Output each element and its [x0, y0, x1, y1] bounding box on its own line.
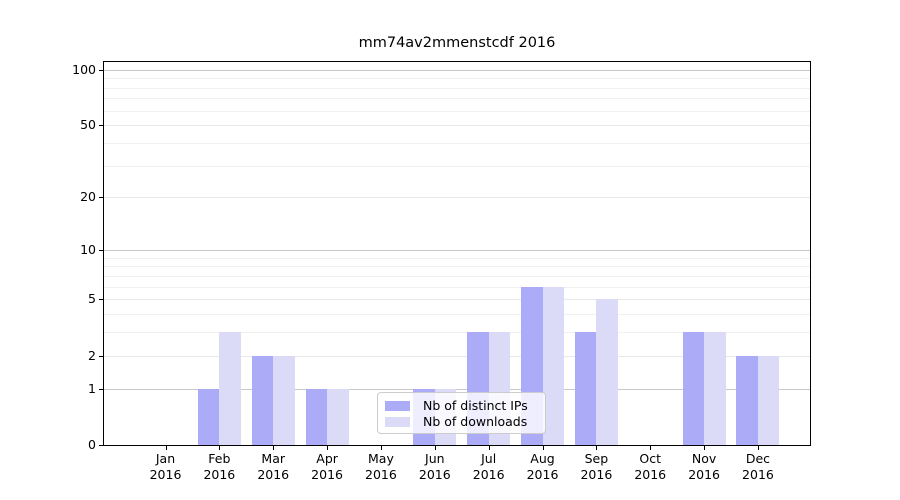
- minor-gridline: [104, 314, 810, 316]
- major-gridline: [104, 69, 810, 71]
- x-tick-mark: [757, 446, 759, 450]
- legend-row-downloads: Nb of downloads: [385, 414, 538, 429]
- minor-gridline: [104, 332, 810, 334]
- legend: Nb of distinct IPs Nb of downloads: [377, 392, 546, 434]
- x-tick-mark: [488, 446, 490, 450]
- minor-gridline: [104, 87, 810, 89]
- x-tick-label: Jun 2016: [418, 451, 451, 482]
- y-tick-mark: [99, 69, 103, 71]
- x-tick-label: Dec 2016: [742, 451, 774, 482]
- x-tick-mark: [219, 446, 221, 450]
- minor-gridline: [104, 286, 810, 288]
- x-tick-mark: [380, 446, 382, 450]
- x-tick-label: Apr 2016: [311, 451, 343, 482]
- major-gridline: [104, 249, 810, 251]
- minor-gridline: [104, 110, 810, 112]
- labeled-gridline: [104, 355, 810, 357]
- minor-gridline: [104, 266, 810, 268]
- x-tick-mark: [542, 446, 544, 450]
- y-tick-label: 2: [88, 347, 96, 363]
- y-tick-label: 100: [72, 61, 96, 77]
- minor-gridline: [104, 142, 810, 144]
- y-tick-mark: [99, 355, 103, 357]
- x-tick-label: Feb 2016: [203, 451, 236, 482]
- minor-gridline: [104, 275, 810, 277]
- y-tick-mark: [99, 445, 103, 446]
- x-tick-mark: [650, 446, 652, 450]
- x-tick-label: Aug 2016: [526, 451, 559, 482]
- bar-distinct-ips: [197, 388, 220, 445]
- y-tick-label: 0: [88, 437, 96, 452]
- bar-downloads: [327, 388, 349, 445]
- bar-downloads: [704, 332, 726, 445]
- x-tick-label: May 2016: [365, 451, 397, 482]
- x-tick-label: Nov 2016: [688, 451, 720, 482]
- y-tick-label: 50: [80, 117, 96, 133]
- x-tick-label: Jul 2016: [472, 451, 505, 482]
- x-tick-mark: [434, 446, 436, 450]
- x-tick-label: Jan 2016: [149, 451, 182, 482]
- major-gridline: [104, 388, 810, 390]
- bar-downloads: [596, 299, 618, 445]
- legend-swatch-downloads: [385, 416, 410, 427]
- x-tick-label: Sep 2016: [580, 451, 613, 482]
- labeled-gridline: [104, 125, 810, 127]
- y-tick-label: 1: [88, 380, 96, 396]
- x-tick-mark: [596, 446, 598, 450]
- x-tick-label: Mar 2016: [257, 451, 290, 482]
- labeled-gridline: [104, 299, 810, 301]
- bar-distinct-ips: [574, 332, 597, 445]
- legend-label-distinct-ips: Nb of distinct IPs: [423, 398, 528, 413]
- legend-swatch-distinct-ips: [385, 400, 410, 411]
- x-tick-mark: [273, 446, 275, 450]
- legend-label-downloads: Nb of downloads: [423, 414, 528, 429]
- y-tick-label: 5: [88, 291, 96, 307]
- y-tick-mark: [99, 299, 103, 301]
- plot-area: [103, 61, 811, 446]
- y-tick-label: 10: [80, 241, 96, 257]
- y-tick-mark: [99, 249, 103, 251]
- bar-distinct-ips: [305, 388, 328, 445]
- bar-downloads: [219, 332, 241, 445]
- minor-gridline: [104, 78, 810, 80]
- bar-distinct-ips: [736, 355, 758, 445]
- x-tick-label: Oct 2016: [634, 451, 667, 482]
- y-tick-label: 20: [80, 189, 96, 205]
- bar-distinct-ips: [251, 355, 274, 445]
- minor-gridline: [104, 98, 810, 100]
- x-tick-mark: [327, 446, 329, 450]
- x-tick-mark: [165, 446, 167, 450]
- labeled-gridline: [104, 197, 810, 199]
- bar-downloads: [542, 286, 565, 445]
- legend-row-distinct-ips: Nb of distinct IPs: [385, 398, 538, 413]
- y-tick-mark: [99, 197, 103, 199]
- bar-distinct-ips: [682, 332, 705, 445]
- bar-downloads: [757, 355, 780, 445]
- y-tick-mark: [99, 125, 103, 127]
- bar-downloads: [273, 355, 295, 445]
- minor-gridline: [104, 165, 810, 167]
- minor-gridline: [104, 257, 810, 259]
- y-tick-mark: [99, 388, 103, 390]
- chart-title: mm74av2mmenstcdf 2016: [358, 35, 556, 51]
- x-tick-mark: [704, 446, 706, 450]
